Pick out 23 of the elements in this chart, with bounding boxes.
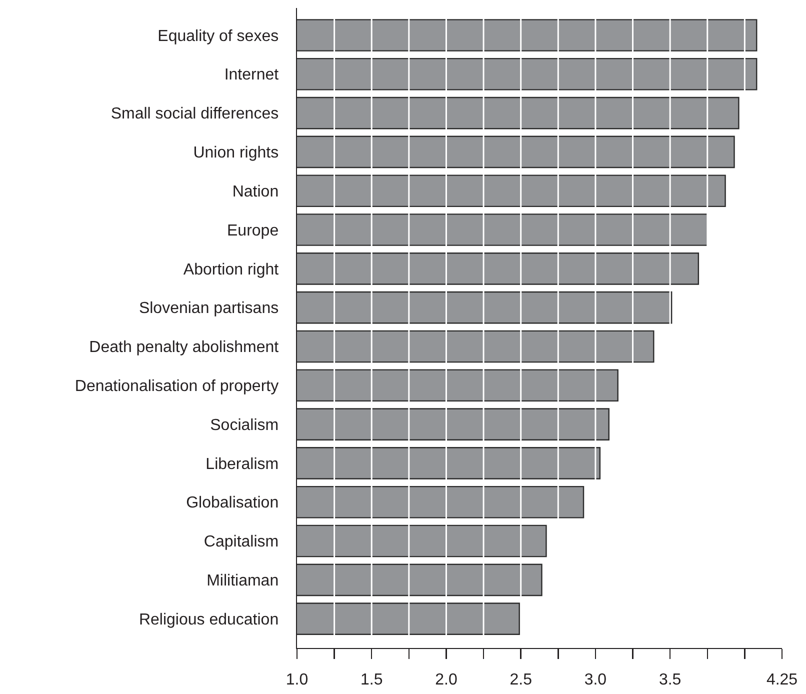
x-tick-label: 4.25 — [766, 671, 798, 688]
y-tick-label: Socialism — [210, 416, 279, 434]
y-tick-label: Liberalism — [206, 456, 279, 473]
y-tick-label: Internet — [224, 66, 280, 84]
y-tick-label: Globalisation — [186, 494, 279, 512]
x-tick-label: 2.5 — [510, 671, 532, 688]
y-tick-label: Nation — [232, 183, 279, 200]
y-tick-label: Slovenian partisans — [138, 300, 279, 318]
y-tick-label: Equality of sexes — [158, 28, 279, 45]
x-tick-label: 3.5 — [658, 671, 682, 688]
y-tick-label: Religious education — [138, 611, 279, 628]
y-tick-label: Small social differences — [110, 106, 279, 123]
y-tick-label: Capitalism — [204, 534, 279, 551]
x-tick-label: 1.5 — [360, 671, 383, 688]
y-tick-label: Abortion right — [183, 261, 280, 278]
y-tick-label: Denationalisation of property — [74, 378, 279, 395]
y-tick-label: Militiaman — [206, 572, 279, 590]
x-tick-label: 2.0 — [435, 671, 458, 688]
x-tick-label: 1.0 — [286, 671, 308, 688]
y-tick-label: Europe — [227, 222, 279, 240]
y-tick-label: Death penalty abolishment — [89, 339, 280, 356]
x-tick-label: 3.0 — [584, 671, 607, 688]
y-tick-label: Union rights — [193, 144, 279, 162]
